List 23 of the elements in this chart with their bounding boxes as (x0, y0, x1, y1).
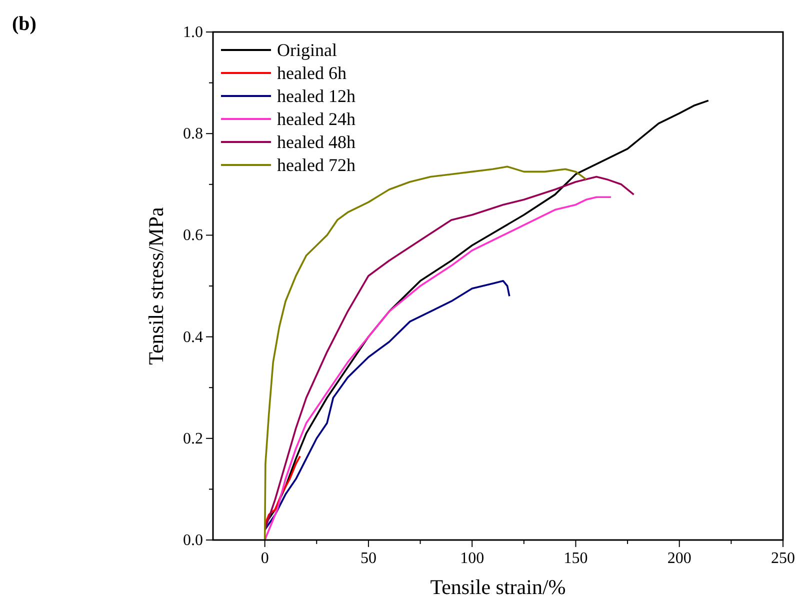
legend-label: healed 24h (277, 109, 356, 129)
y-tick-label: 0.4 (183, 328, 203, 346)
x-tick-label: 150 (564, 550, 588, 567)
x-tick-label: 200 (667, 550, 692, 567)
legend-label: Original (277, 40, 337, 60)
legend-label: healed 48h (277, 132, 356, 152)
legend-label: healed 6h (277, 63, 346, 83)
x-tick-label: 0 (260, 550, 269, 567)
line-series (264, 280, 510, 531)
y-tick-label: 0.0 (183, 532, 203, 549)
x-tick-label: 250 (771, 550, 795, 567)
legend-label: healed 12h (277, 86, 356, 106)
x-tick-label: 100 (460, 550, 484, 567)
y-tick-label: 0.8 (183, 126, 203, 143)
y-tick-label: 0.2 (183, 430, 203, 448)
y-tick-label: 0.6 (183, 227, 203, 244)
x-axis-title: Tensile strain/% (430, 575, 566, 599)
line-series (264, 455, 301, 526)
legend-label: healed 72h (277, 155, 356, 175)
text: (b) (12, 13, 36, 35)
x-tick-label: 50 (360, 550, 376, 567)
y-tick-label: 1.0 (183, 24, 203, 41)
y-axis-title: Tensile stress/MPa (144, 206, 168, 365)
